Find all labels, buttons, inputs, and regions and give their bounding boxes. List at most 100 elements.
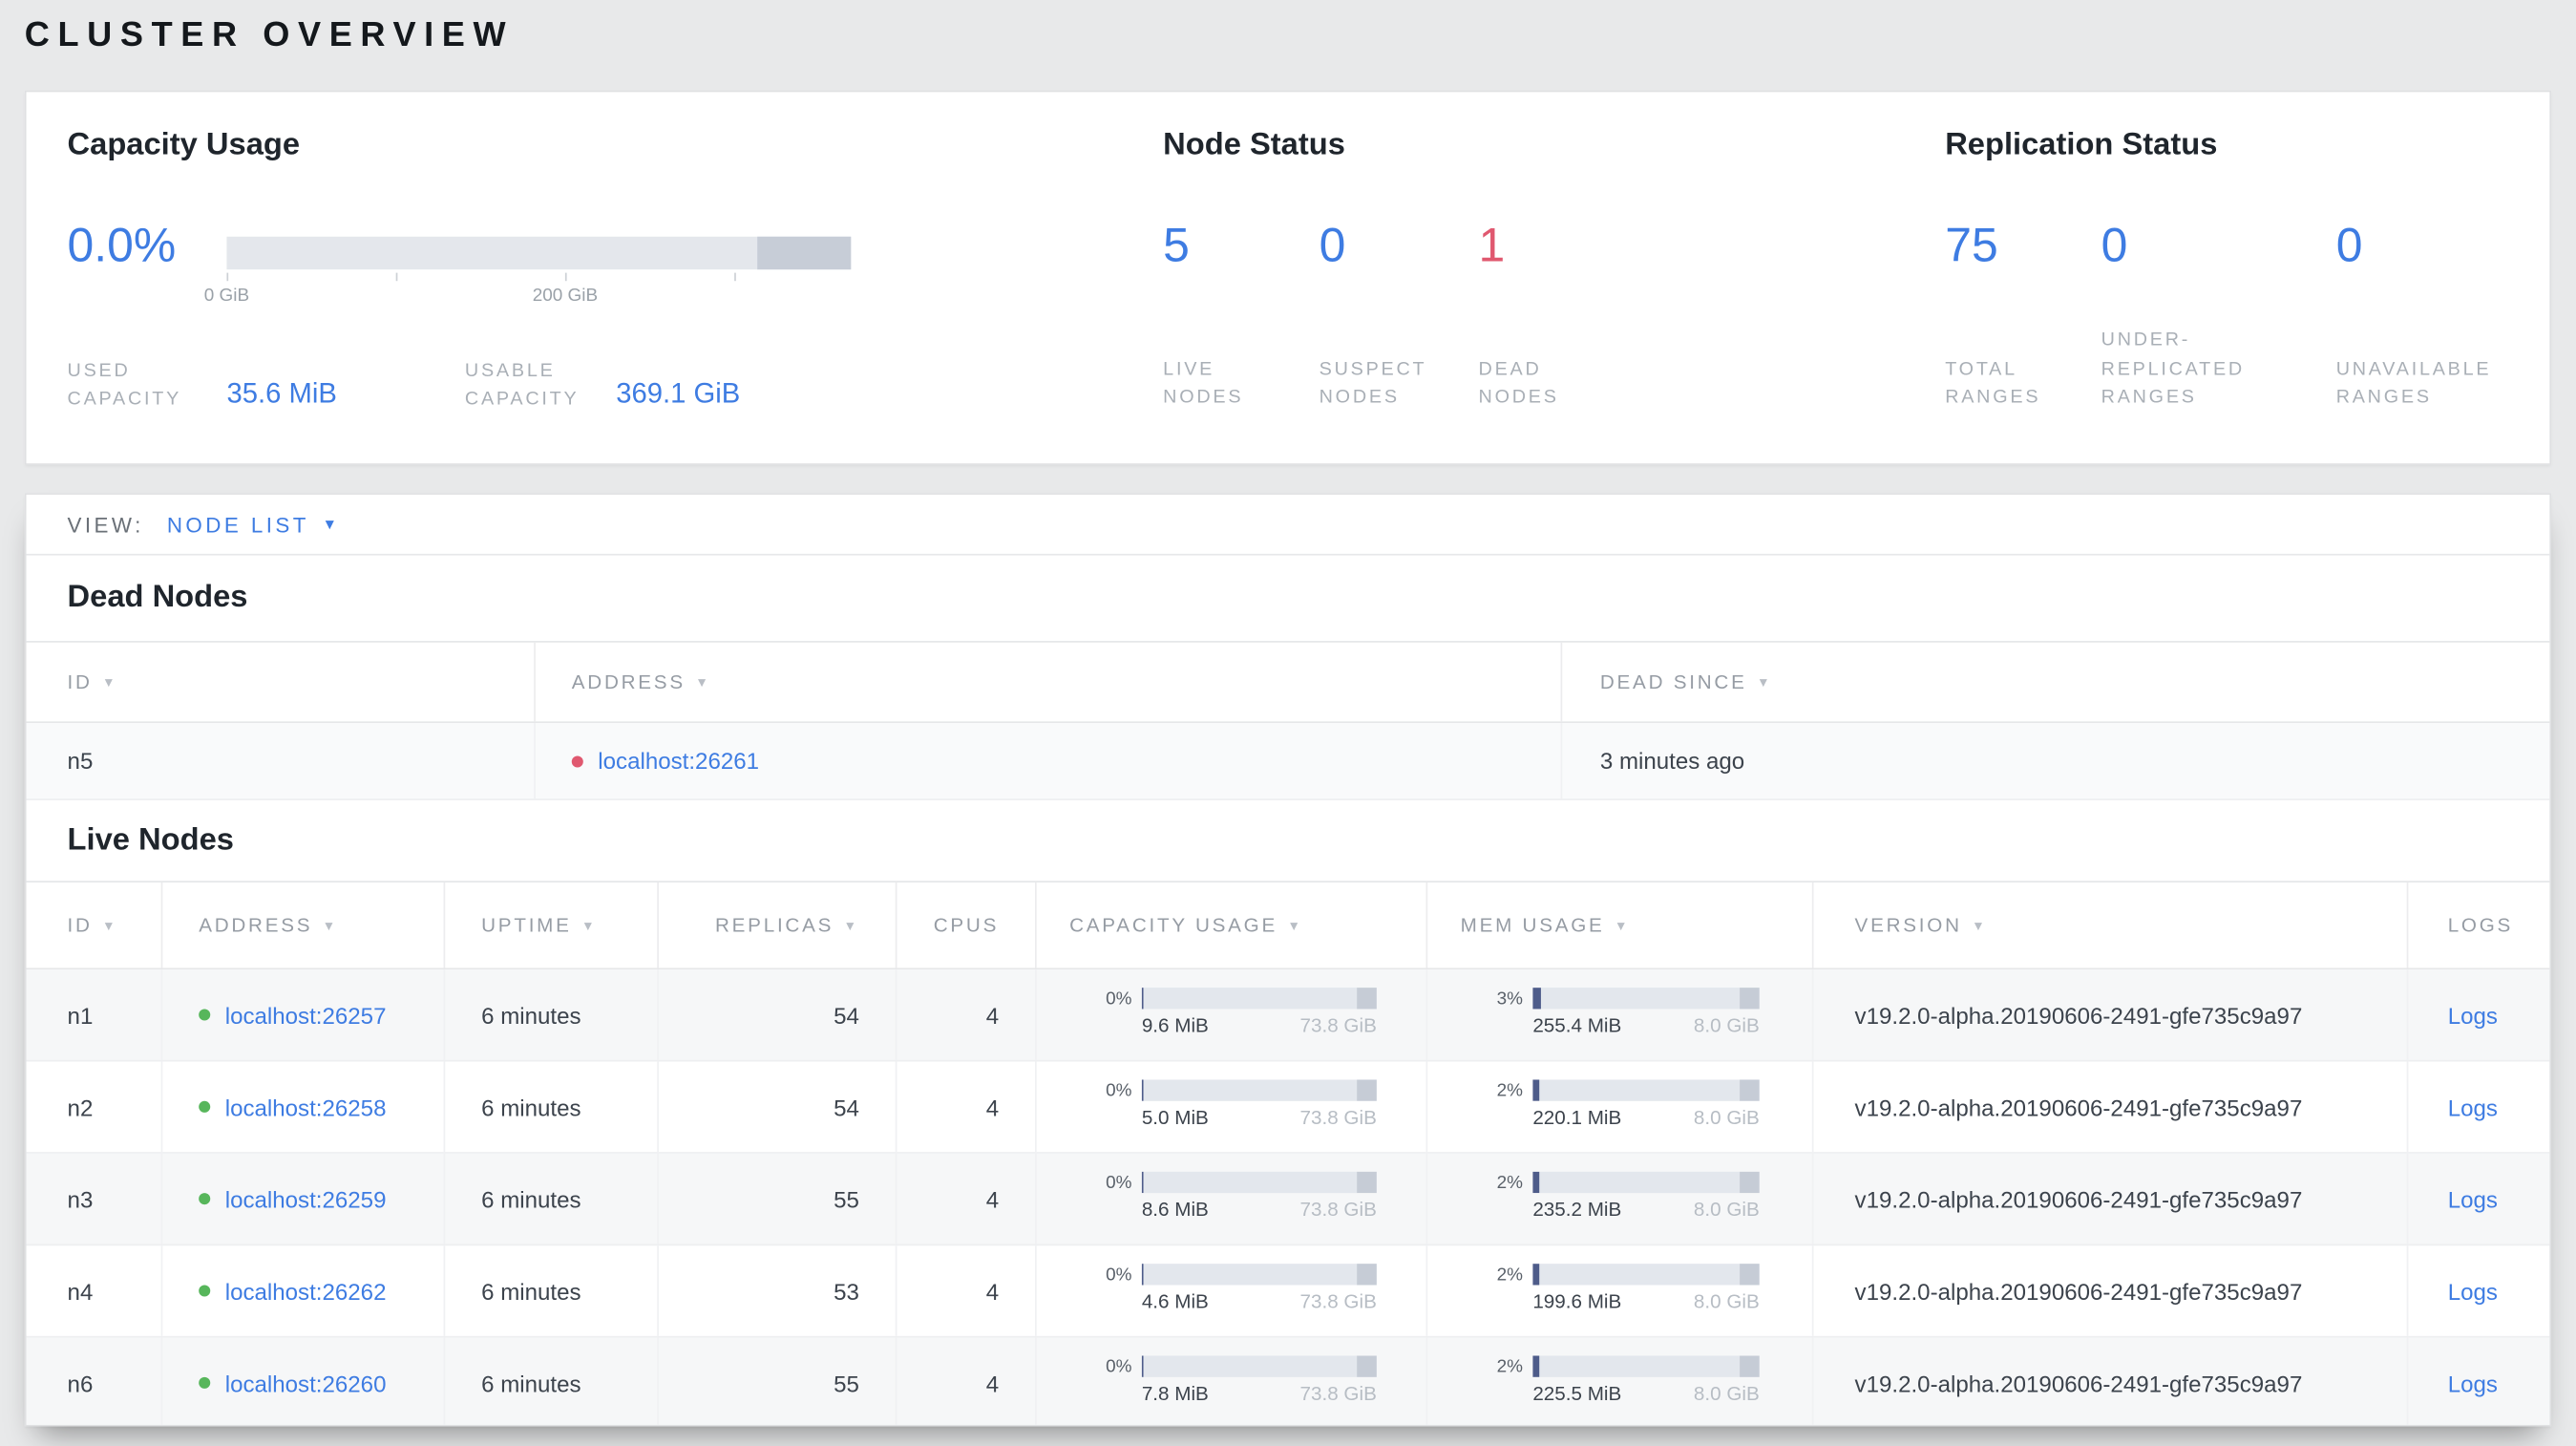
used-capacity-label: USED CAPACITY: [67, 361, 182, 410]
mem-percent: 3%: [1496, 988, 1523, 1009]
capacity-total: 73.8 GiB: [1299, 1013, 1377, 1037]
view-selector-dropdown[interactable]: NODE LIST ▼: [167, 512, 337, 537]
column-header-id[interactable]: ID ▼: [27, 642, 536, 722]
live-status-icon: [199, 1100, 211, 1113]
under-replicated-count: 0: [2101, 220, 2128, 273]
mem-bar: [1532, 988, 1760, 1010]
under-replicated-stat: 0 UNDER-REPLICATED RANGES: [2101, 223, 2336, 413]
dead-nodes-count: 1: [1478, 220, 1506, 273]
column-header-label: REPLICAS: [714, 913, 834, 937]
column-header-cpus[interactable]: CPUS: [897, 882, 1037, 968]
mem-used: 225.5 MiB: [1532, 1382, 1622, 1406]
mem-usage-cell: 2% 225.5 MiB 8.0 GiB: [1427, 1337, 1814, 1425]
capacity-bar: [1141, 1264, 1377, 1286]
capacity-percent: 0%: [1106, 1172, 1132, 1193]
axis-tick: [564, 272, 567, 282]
column-header-mem-usage[interactable]: MEM USAGE ▼: [1427, 882, 1814, 968]
node-address-cell: localhost:26262: [162, 1245, 446, 1336]
node-replicas: 53: [659, 1245, 897, 1336]
node-address-cell: localhost:26258: [162, 1061, 446, 1153]
node-address-cell: localhost:26261: [536, 723, 1563, 799]
logs-link[interactable]: Logs: [2447, 1277, 2498, 1305]
page-title: CLUSTER OVERVIEW: [24, 16, 515, 54]
usable-capacity-label: USABLE CAPACITY: [464, 361, 580, 410]
node-id: n1: [27, 969, 163, 1060]
column-header-version[interactable]: VERSION ▼: [1814, 882, 2409, 968]
column-header-capacity-usage[interactable]: CAPACITY USAGE ▼: [1037, 882, 1428, 968]
mem-total: 8.0 GiB: [1693, 1382, 1760, 1406]
mem-bar: [1532, 1264, 1760, 1286]
view-selected-value: NODE LIST: [166, 511, 309, 537]
mem-total: 8.0 GiB: [1693, 1105, 1760, 1130]
capacity-used: 4.6 MiB: [1141, 1289, 1209, 1313]
capacity-percent: 0%: [1106, 1080, 1132, 1100]
capacity-usage-cell: 0% 9.6 MiB 73.8 GiB: [1037, 969, 1428, 1060]
column-header-label: ADDRESS: [571, 670, 686, 694]
view-bar: VIEW: NODE LIST ▼: [26, 495, 2550, 556]
capacity-used: 8.6 MiB: [1141, 1198, 1209, 1222]
capacity-bar-segment: [757, 236, 852, 270]
live-status-icon: [199, 1009, 211, 1021]
table-row: n2 localhost:26258 6 minutes 54 4 0%: [26, 1061, 2550, 1154]
node-uptime: 6 minutes: [445, 969, 659, 1060]
column-header-replicas[interactable]: REPLICAS ▼: [659, 882, 897, 968]
unavailable-ranges-stat: 0 UNAVAILABLE RANGES: [2336, 223, 2533, 413]
column-header-uptime[interactable]: UPTIME ▼: [445, 882, 659, 968]
capacity-bar: [1141, 1355, 1377, 1377]
mem-total: 8.0 GiB: [1693, 1198, 1760, 1222]
node-address-link[interactable]: localhost:26259: [224, 1185, 387, 1212]
column-header-label: VERSION: [1854, 913, 1962, 937]
node-uptime: 6 minutes: [445, 1153, 659, 1244]
column-header-id[interactable]: ID ▼: [27, 882, 163, 968]
table-row: n5 localhost:26261 3 minutes ago: [26, 723, 2550, 800]
capacity-total: 73.8 GiB: [1299, 1198, 1377, 1222]
column-header-label: CPUS: [933, 913, 1000, 937]
node-cpus: 4: [897, 1245, 1037, 1336]
node-address-link[interactable]: localhost:26260: [224, 1370, 387, 1396]
table-row: n3 localhost:26259 6 minutes 55 4 0%: [26, 1153, 2550, 1246]
node-address-link[interactable]: localhost:26262: [224, 1277, 387, 1305]
column-header-address[interactable]: ADDRESS ▼: [536, 642, 1563, 722]
table-row: n6 localhost:26260 6 minutes 55 4 0%: [26, 1337, 2550, 1425]
column-header-dead-since[interactable]: DEAD SINCE ▼: [1562, 643, 2549, 722]
node-address-cell: localhost:26259: [162, 1153, 446, 1244]
column-header-label: DEAD SINCE: [1599, 670, 1747, 694]
node-address-cell: localhost:26257: [162, 969, 446, 1060]
dead-since-value: 3 minutes ago: [1599, 747, 1745, 775]
column-header-address[interactable]: ADDRESS ▼: [162, 882, 446, 968]
node-replicas: 54: [659, 969, 897, 1060]
capacity-bar: [1141, 1171, 1377, 1194]
capacity-used: 5.0 MiB: [1141, 1105, 1209, 1130]
logs-link[interactable]: Logs: [2447, 1094, 2498, 1120]
column-header-label: ADDRESS: [199, 913, 313, 937]
node-version: v19.2.0-alpha.20190606-2491-gfe735c9a97: [1814, 1337, 2409, 1425]
dead-nodes-header-row: ID ▼ ADDRESS ▼ DEAD SINCE ▼: [26, 641, 2550, 724]
node-version: v19.2.0-alpha.20190606-2491-gfe735c9a97: [1814, 1153, 2409, 1244]
mem-bar: [1532, 1079, 1760, 1101]
node-status-stats: 5 LIVE NODES 0 SUSPECT NODES 1 DEAD NODE…: [1163, 223, 1610, 413]
view-label: VIEW:: [67, 511, 144, 537]
logs-link[interactable]: Logs: [2447, 1001, 2498, 1029]
node-address-link[interactable]: localhost:26258: [224, 1094, 387, 1120]
node-cpus: 4: [897, 1153, 1037, 1244]
live-nodes-label: LIVE NODES: [1163, 358, 1244, 408]
live-nodes-table: ID ▼ ADDRESS ▼ UPTIME ▼ REPLICAS ▼ CPUS: [26, 881, 2550, 1425]
axis-tick: [226, 272, 229, 282]
logs-link[interactable]: Logs: [2447, 1185, 2498, 1212]
mem-usage-cell: 2% 235.2 MiB 8.0 GiB: [1427, 1153, 1814, 1244]
live-nodes-title: Live Nodes: [67, 823, 234, 859]
dead-status-icon: [571, 755, 583, 767]
node-address-link[interactable]: localhost:26261: [598, 747, 760, 775]
column-header-label: MEM USAGE: [1460, 913, 1605, 937]
node-address-link[interactable]: localhost:26257: [224, 1001, 387, 1029]
replication-status-title: Replication Status: [1945, 128, 2218, 163]
dead-nodes-label: DEAD NODES: [1478, 358, 1559, 408]
total-ranges-count: 75: [1945, 220, 1998, 273]
node-cpus: 4: [897, 969, 1037, 1060]
node-replicas: 54: [659, 1061, 897, 1153]
node-list-card: VIEW: NODE LIST ▼ Dead Nodes ID ▼ ADDRES…: [24, 493, 2552, 1427]
node-version: v19.2.0-alpha.20190606-2491-gfe735c9a97: [1814, 1245, 2409, 1336]
logs-link[interactable]: Logs: [2447, 1370, 2498, 1396]
mem-percent: 2%: [1496, 1265, 1523, 1285]
